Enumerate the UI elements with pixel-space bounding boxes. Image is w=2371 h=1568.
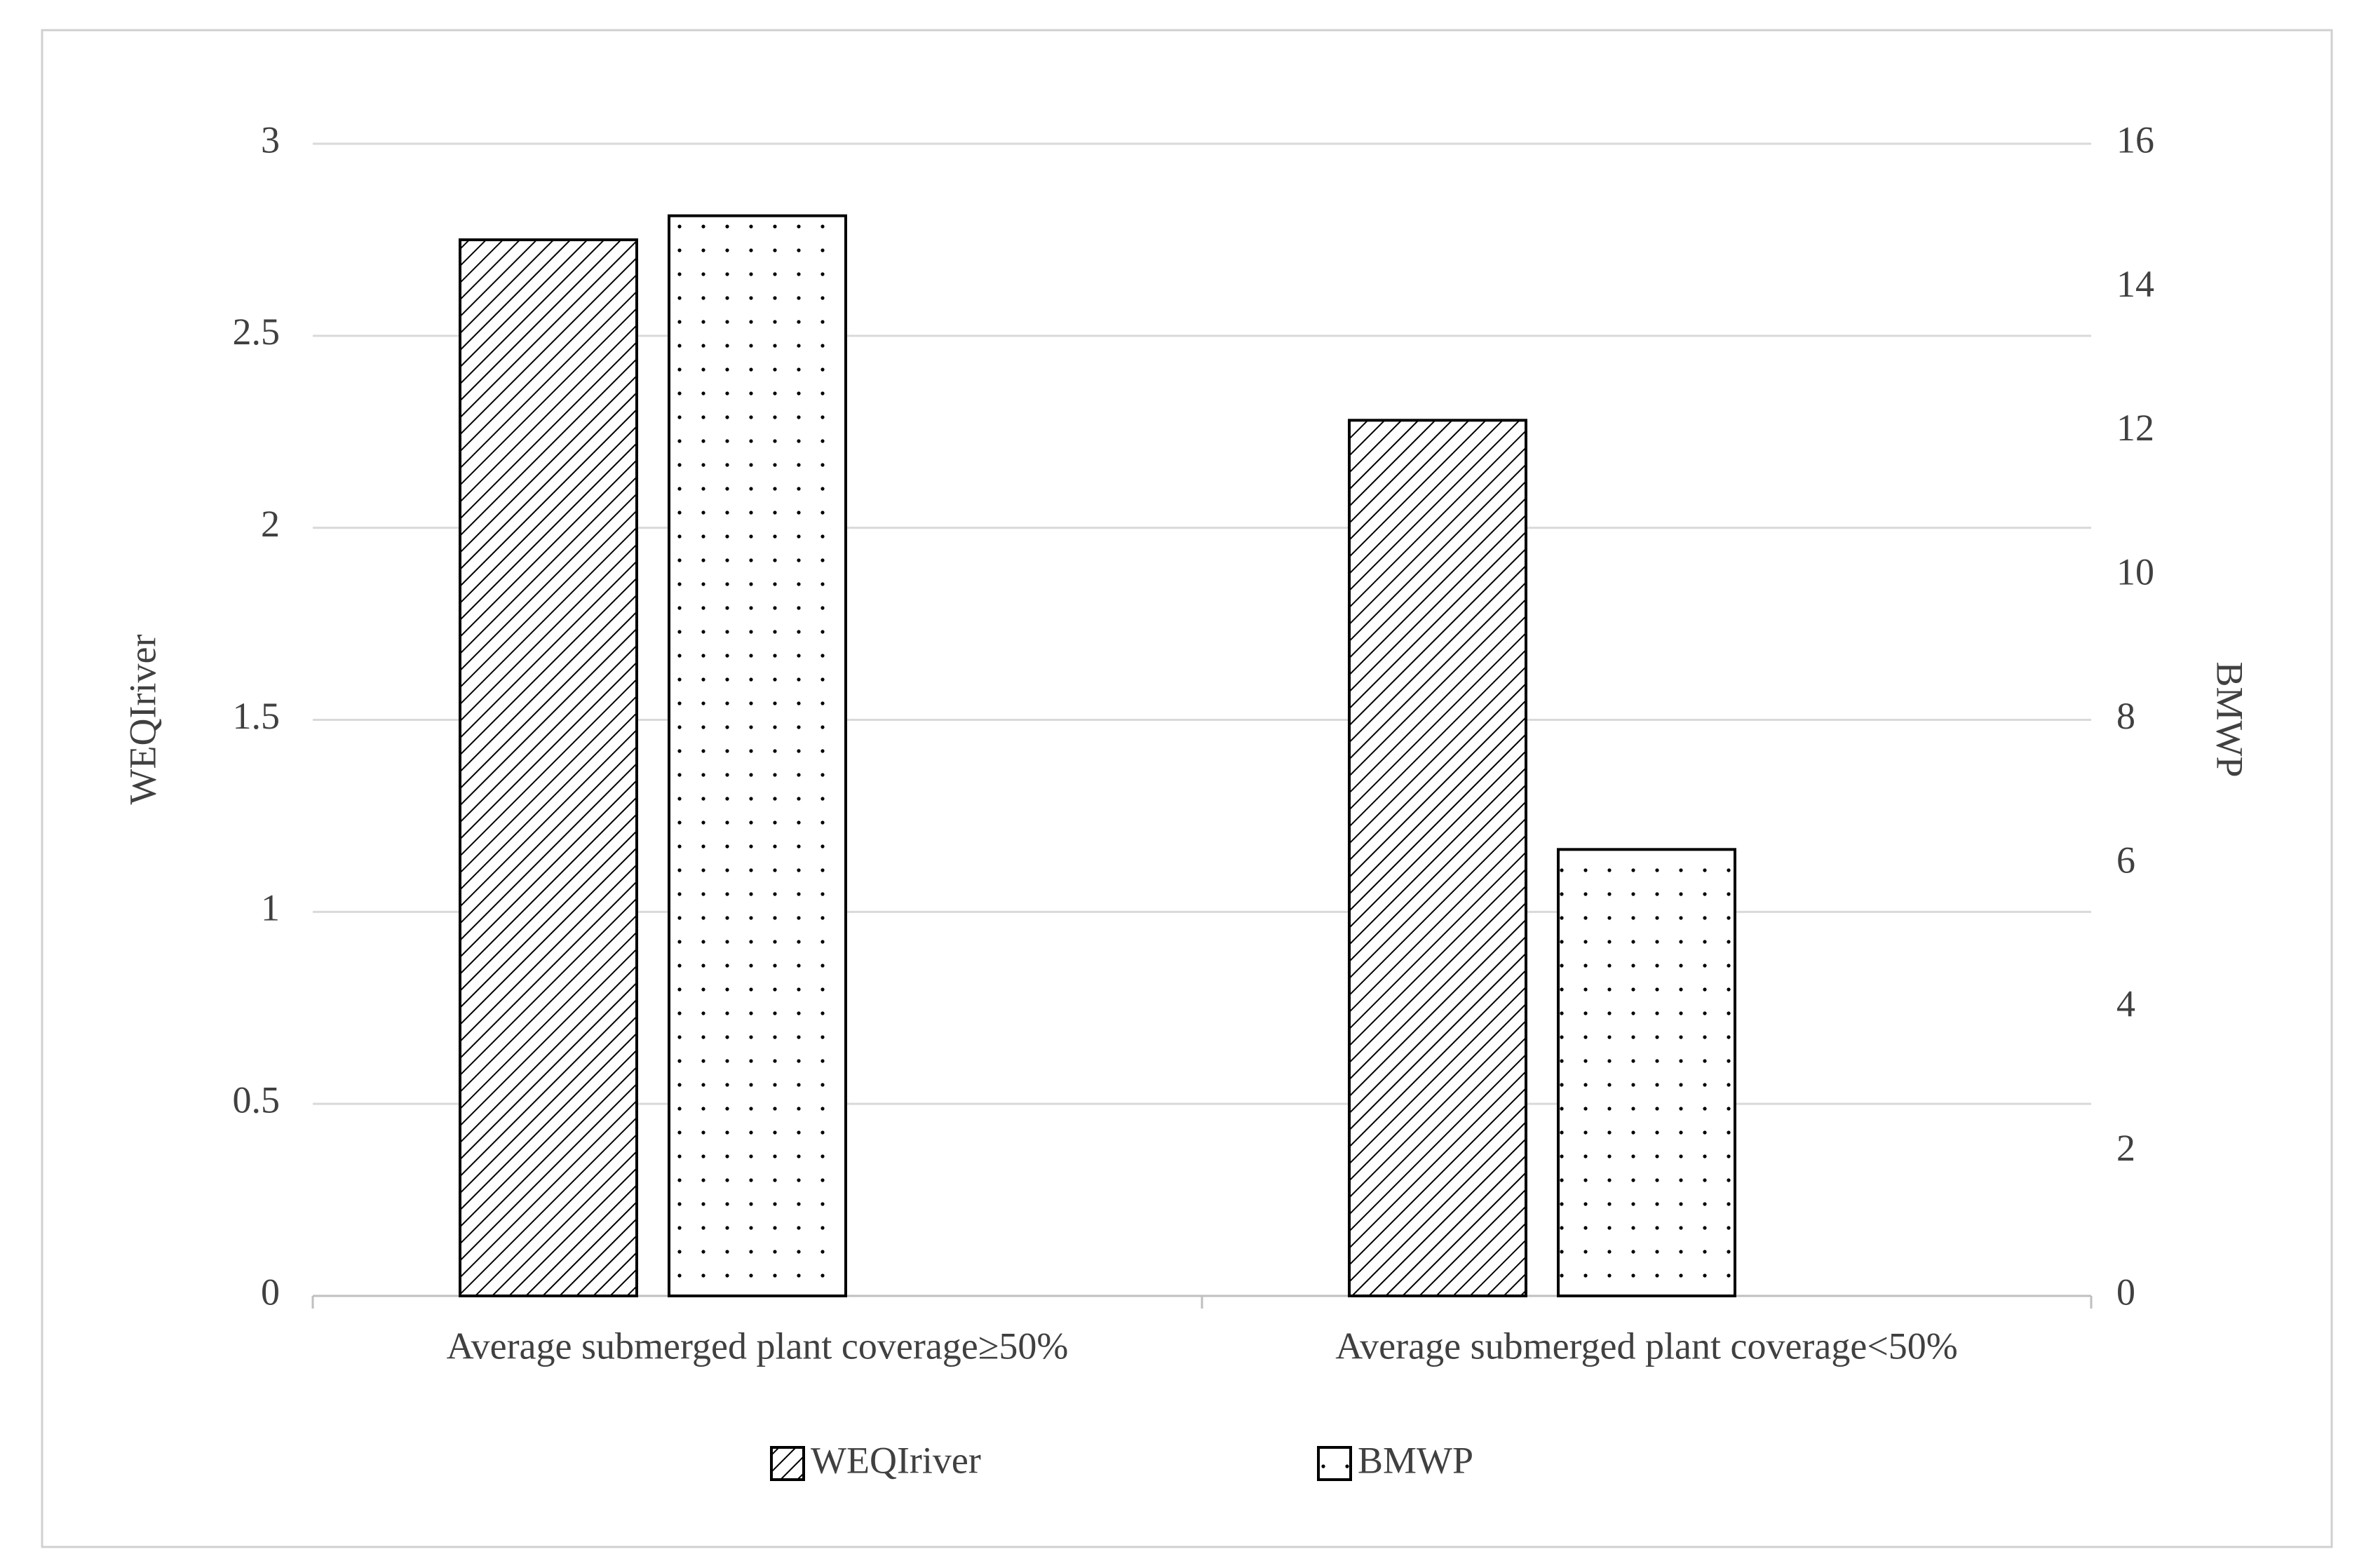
legend-label: WEQIriver — [811, 1439, 981, 1481]
y2-tick-label: 8 — [2116, 695, 2135, 737]
y2-tick-label: 4 — [2116, 983, 2135, 1025]
y2-tick-label: 0 — [2116, 1271, 2135, 1313]
y-tick-label: 3 — [261, 119, 280, 161]
bar — [1557, 848, 1736, 1297]
legend-swatch — [1317, 1446, 1352, 1481]
y2-tick-label: 16 — [2116, 119, 2154, 161]
legend-swatch — [770, 1446, 805, 1481]
bar — [1348, 419, 1527, 1298]
legend-label: BMWP — [1358, 1439, 1473, 1481]
y-tick-label: 1 — [261, 887, 280, 929]
y2-tick-label: 6 — [2116, 839, 2135, 881]
y-tick-label: 0 — [261, 1271, 280, 1313]
y2-tick-label: 12 — [2116, 407, 2154, 449]
y-tick-label: 1.5 — [233, 695, 281, 737]
y2-tick-label: 14 — [2116, 263, 2154, 305]
y-tick-label: 2.5 — [233, 311, 281, 353]
y-tick-label: 0.5 — [233, 1079, 281, 1121]
bar — [459, 238, 638, 1298]
x-tick-label: Average submerged plant coverage<50% — [1335, 1325, 1958, 1367]
y2-tick-label: 2 — [2116, 1127, 2135, 1169]
y2-tick-label: 10 — [2116, 551, 2154, 593]
bar — [668, 214, 847, 1297]
chart-border — [41, 29, 2333, 1548]
y-tick-label: 2 — [261, 503, 280, 545]
y-axis-title: WEQIriver — [121, 635, 163, 805]
x-tick-label: Average submerged plant coverage≥50% — [447, 1325, 1069, 1367]
y2-axis-title: BMWP — [2209, 661, 2251, 777]
